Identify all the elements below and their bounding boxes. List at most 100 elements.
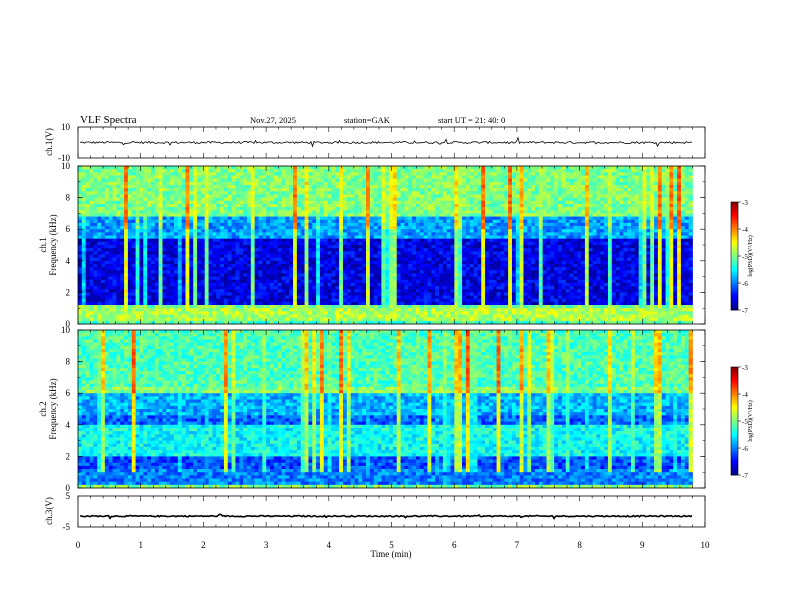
spectrogram-cell (177, 251, 183, 255)
spectrogram-cell (423, 298, 428, 303)
spectrogram-cell (143, 219, 148, 224)
spectrogram-cell (220, 194, 225, 198)
spectrogram-cell (323, 305, 329, 309)
spectrogram-cell (400, 235, 405, 240)
spectrogram-cell (208, 169, 213, 173)
spectrogram-cell (235, 197, 240, 202)
spectrogram-cell (404, 279, 409, 284)
spectrogram-cell (400, 188, 405, 192)
spectrogram-cell (415, 178, 421, 183)
spectrogram-cell (350, 251, 355, 255)
spectrogram-cell (339, 169, 344, 173)
spectrogram-cell (166, 232, 171, 236)
spectrogram-cell (392, 295, 398, 300)
spectrogram-cell (112, 257, 117, 262)
spectrogram-cell (231, 181, 236, 186)
spectrogram-cell (246, 197, 252, 202)
spectrogram-cell (235, 210, 240, 214)
spectrogram-cell (296, 191, 302, 195)
spectrogram-cell (389, 270, 394, 274)
spectrogram-cell (131, 203, 137, 208)
spectrogram-cell (431, 257, 436, 262)
spectrogram-cell (223, 254, 229, 259)
spectrogram-cell (139, 311, 144, 315)
spectrogram-cell (404, 191, 409, 195)
spectrogram-cell (177, 207, 183, 211)
spectrogram-cell (381, 216, 386, 221)
spectrogram-cell (200, 308, 206, 312)
spectrogram-cell (377, 181, 382, 186)
spectrogram-cell (112, 238, 117, 243)
spectrogram-cell (404, 260, 409, 265)
spectrogram-cell (112, 245, 117, 249)
spectrogram-cell (208, 295, 213, 300)
spectrogram-cell (231, 194, 236, 198)
spectrogram-cell (185, 314, 190, 319)
spectrogram-cell (104, 166, 110, 170)
spectrogram-cell (277, 314, 282, 319)
spectrogram-cell (154, 320, 160, 325)
spectrogram-cell (339, 232, 344, 236)
spectrogram-cell (412, 320, 417, 325)
spectrogram-cell (193, 232, 198, 236)
spectrogram-cell (450, 251, 455, 255)
spectrogram-cell (446, 178, 451, 183)
spectrogram-cell (339, 175, 344, 180)
ch1-ytick-top: 10 (61, 122, 71, 132)
spectrogram-cell (442, 226, 448, 230)
spectrogram-cell (385, 251, 390, 255)
spectrogram-cell (293, 229, 298, 233)
spectrogram-cell (120, 301, 125, 306)
spectrogram-cell (120, 178, 125, 183)
spectrogram-cell (181, 229, 186, 233)
spectrogram-cell (93, 245, 98, 249)
spectrogram-cell (89, 263, 94, 268)
spectrogram-cell (246, 248, 252, 252)
spectrogram-cell (143, 191, 148, 195)
spectrogram-cell (419, 175, 425, 180)
spectrogram-cell (423, 286, 428, 290)
spectrogram-cell (281, 263, 286, 268)
spectrogram-cell (81, 169, 87, 173)
spectrogram-cell (154, 305, 160, 309)
spectrogram-cell (350, 200, 355, 205)
spectrogram-cell (377, 191, 382, 195)
spectrogram-cell (404, 276, 409, 281)
spectrogram-cell (289, 292, 294, 296)
spectrogram-cell (124, 181, 129, 186)
spectrogram-cell (339, 276, 344, 281)
spectrogram-cell (431, 184, 436, 189)
spectrogram-cell (435, 216, 440, 221)
spectrogram-cell (135, 200, 140, 205)
spectrogram-cell (162, 298, 167, 303)
spectrogram-cell (189, 213, 194, 217)
spectrogram-cell (439, 219, 444, 224)
spectrogram-cell (170, 289, 175, 293)
spectrogram-cell (200, 270, 206, 274)
spectrogram-cell (235, 166, 240, 170)
spectrogram-cell (327, 314, 332, 319)
spectrogram-cell (81, 178, 87, 183)
spectrogram-cell (246, 172, 252, 176)
spectrogram-cell (354, 276, 359, 281)
spectrogram-cell (266, 226, 271, 230)
spectrogram-cell (150, 260, 156, 265)
spectrogram-cell (339, 238, 344, 243)
spectrogram-cell (158, 200, 163, 205)
spectrogram-cell (200, 282, 206, 287)
spectrogram-cell (193, 226, 198, 230)
spectrogram-cell (289, 289, 294, 293)
spectrogram-cell (139, 298, 144, 303)
spectrogram-cell (223, 188, 229, 192)
spectrogram-cell (193, 292, 198, 296)
spectrogram-cell (124, 305, 129, 309)
spectrogram-cell (170, 308, 175, 312)
spectrogram-cell (423, 248, 428, 252)
spectrogram-cell (97, 184, 102, 189)
spectrogram-cell (312, 241, 317, 246)
spectrogram-cell (300, 207, 305, 211)
spectrogram-cell (266, 238, 271, 243)
spectrogram-cell (189, 207, 194, 211)
spectrogram-cell (350, 245, 355, 249)
spectrogram-cell (89, 286, 94, 290)
